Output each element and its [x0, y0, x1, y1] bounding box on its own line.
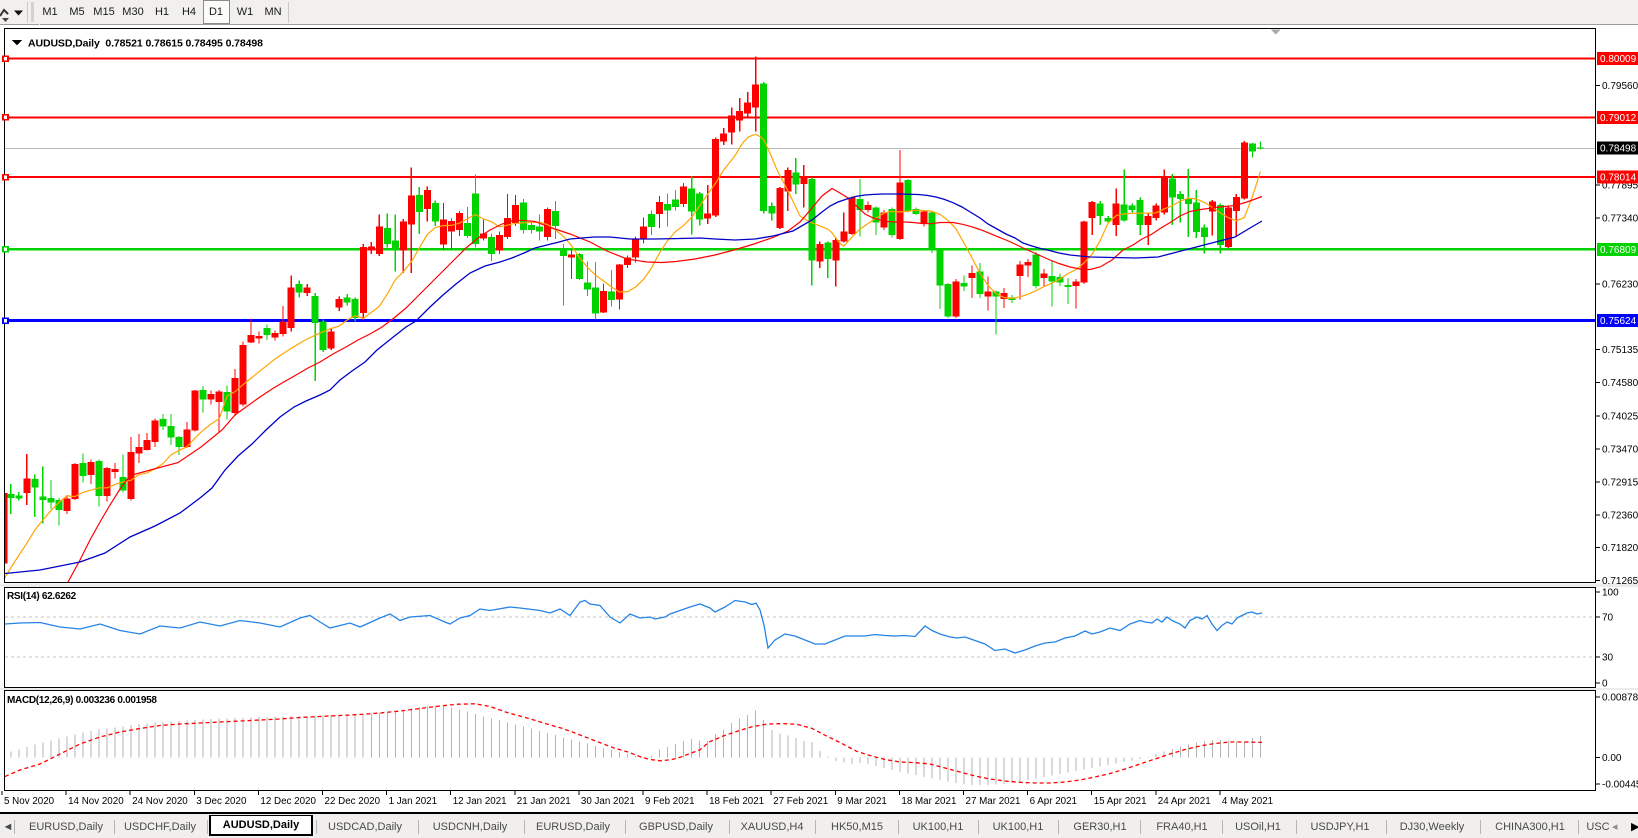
svg-text:0.76230: 0.76230	[1602, 280, 1638, 291]
svg-text:24 Nov 2020: 24 Nov 2020	[132, 796, 188, 807]
svg-text:0.008782: 0.008782	[1602, 693, 1638, 704]
svg-text:0.79560: 0.79560	[1602, 81, 1638, 92]
svg-text:30: 30	[1602, 653, 1614, 664]
svg-text:21 Jan 2021: 21 Jan 2021	[517, 796, 571, 807]
svg-text:15 Apr 2021: 15 Apr 2021	[1094, 796, 1147, 807]
svg-text:0.73470: 0.73470	[1602, 444, 1638, 455]
svg-text:18 Mar 2021: 18 Mar 2021	[901, 796, 956, 807]
svg-text:100: 100	[1602, 588, 1619, 599]
svg-text:24 Apr 2021: 24 Apr 2021	[1158, 796, 1211, 807]
svg-text:0.76809: 0.76809	[1600, 245, 1637, 256]
svg-text:0.74025: 0.74025	[1602, 411, 1638, 422]
svg-text:18 Feb 2021: 18 Feb 2021	[709, 796, 764, 807]
svg-text:0.72915: 0.72915	[1602, 478, 1638, 489]
svg-text:27 Feb 2021: 27 Feb 2021	[773, 796, 828, 807]
svg-text:1 Jan 2021: 1 Jan 2021	[389, 796, 437, 807]
svg-text:AUDUSD,Daily 0.78521 0.78615: AUDUSD,Daily 0.78521 0.78615 0.78495 0.7…	[28, 38, 263, 50]
svg-text:0.74580: 0.74580	[1602, 378, 1638, 389]
svg-text:9 Mar 2021: 9 Mar 2021	[837, 796, 887, 807]
svg-text:0.79012: 0.79012	[1600, 113, 1637, 124]
svg-text:70: 70	[1602, 613, 1614, 624]
svg-text:0.71265: 0.71265	[1602, 576, 1638, 587]
svg-text:0.78498: 0.78498	[1600, 144, 1637, 155]
svg-text:0.00: 0.00	[1602, 753, 1622, 764]
svg-text:27 Mar 2021: 27 Mar 2021	[966, 796, 1021, 807]
svg-text:0.72360: 0.72360	[1602, 511, 1638, 522]
svg-text:6 Apr 2021: 6 Apr 2021	[1030, 796, 1077, 807]
svg-text:22 Dec 2020: 22 Dec 2020	[325, 796, 381, 807]
svg-text:3 Dec 2020: 3 Dec 2020	[196, 796, 247, 807]
svg-text:0.75135: 0.75135	[1602, 345, 1638, 356]
svg-text:RSI(14) 62.6262: RSI(14) 62.6262	[7, 591, 77, 602]
svg-text:0.71820: 0.71820	[1602, 543, 1638, 554]
svg-text:0.80009: 0.80009	[1600, 54, 1637, 65]
svg-text:4 May 2021: 4 May 2021	[1222, 796, 1273, 807]
svg-text:-0.004451: -0.004451	[1602, 780, 1638, 791]
svg-text:0.77340: 0.77340	[1602, 214, 1638, 225]
svg-text:MACD(12,26,9) 0.003236 0.00195: MACD(12,26,9) 0.003236 0.001958	[7, 695, 157, 706]
svg-text:12 Dec 2020: 12 Dec 2020	[260, 796, 316, 807]
svg-text:0: 0	[1602, 679, 1608, 690]
svg-text:0.75624: 0.75624	[1600, 316, 1637, 327]
svg-text:0.78014: 0.78014	[1600, 173, 1637, 184]
svg-text:30 Jan 2021: 30 Jan 2021	[581, 796, 635, 807]
svg-text:14 Nov 2020: 14 Nov 2020	[68, 796, 124, 807]
svg-text:5 Nov 2020: 5 Nov 2020	[4, 796, 55, 807]
svg-text:0.77895: 0.77895	[1602, 180, 1638, 191]
svg-text:12 Jan 2021: 12 Jan 2021	[453, 796, 507, 807]
svg-text:9 Feb 2021: 9 Feb 2021	[645, 796, 695, 807]
